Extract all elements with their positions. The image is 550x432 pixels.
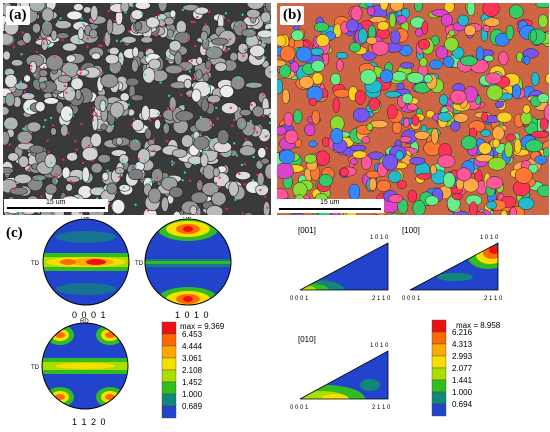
ipf-triangle-001: [001] 1 0 1 0 0 0 0 1 2 1 1 0 xyxy=(290,226,391,302)
ipf-100-right-label: 2 1 1 0 xyxy=(484,296,503,302)
pole-figure-legend: max = 9.369 6.453 4.444 3.061 2.108 1.452 1.0… xyxy=(161,321,225,419)
pole-index-1010: 1 0 1 0 xyxy=(175,310,210,320)
pf-legend-level-3: 2.108 xyxy=(182,366,203,375)
pf-legend-level-4: 1.452 xyxy=(182,378,203,387)
scale-bar-a: 15 um xyxy=(4,199,108,212)
ipf-legend-swatch-0 xyxy=(431,319,447,333)
ipf-triangle-100: [100] 1 0 1 0 0 0 0 1 2 1 1 0 xyxy=(402,226,503,302)
pf-legend-level-1: 4.444 xyxy=(182,342,203,351)
pf-legend-swatch-1 xyxy=(161,333,177,347)
ipf-100-top-label: 1 0 1 0 xyxy=(480,235,499,241)
pf-legend-swatch-4 xyxy=(161,369,177,383)
ebsd-map-b xyxy=(276,2,550,216)
rd-label-1120: RD xyxy=(80,319,89,325)
pf-legend-max: max = 9.369 xyxy=(180,322,225,331)
scale-bar-line-b xyxy=(279,208,381,210)
pf-legend-swatch-7 xyxy=(161,405,177,419)
pole-index-0001: 0 0 0 1 xyxy=(72,310,107,320)
pole-figure-1010: RD TD 1 0 1 0 xyxy=(135,217,232,320)
panel-label-c: (c) xyxy=(6,225,23,241)
ipf-legend-level-6: 0.694 xyxy=(452,400,473,409)
pf-legend-swatch-2 xyxy=(161,345,177,359)
ipf-legend-level-5: 1.000 xyxy=(452,388,473,397)
ipf-legend-level-2: 2.993 xyxy=(452,352,473,361)
ipf-legend-swatch-1 xyxy=(431,331,447,345)
grain-map-color xyxy=(277,3,549,215)
panel-label-b: (b) xyxy=(280,6,305,25)
ipf-title-100: [100] xyxy=(402,226,420,235)
scale-bar-line-a xyxy=(7,207,105,209)
ipf-triangle-010: [010] 1 0 1 0 0 0 0 1 2 1 1 0 xyxy=(290,335,391,411)
ipf-legend-level-1: 4.313 xyxy=(452,340,473,349)
ipf-legend-swatch-3 xyxy=(431,355,447,369)
pole-figure-0001: RD TD 0 0 0 1 xyxy=(31,217,130,320)
rd-label-1010: RD xyxy=(183,217,192,220)
ipf-legend: max = 8.958 6.216 4.313 2.993 2.077 1.441 1.0… xyxy=(431,319,501,417)
ipf-legend-swatch-2 xyxy=(431,343,447,357)
rd-label-0001: RD xyxy=(81,217,90,220)
ipf-title-001: [001] xyxy=(298,226,316,235)
ipf-010-top-label: 1 0 1 0 xyxy=(370,343,389,349)
pole-figure-1120: RD TD 1 1 2 0 xyxy=(31,319,129,427)
panel-label-a: (a) xyxy=(6,6,30,25)
ipf-title-010: [010] xyxy=(298,335,316,344)
pf-legend-level-6: 0.689 xyxy=(182,402,203,411)
microstructure-image-a xyxy=(2,2,272,216)
pole-index-1120: 1 1 2 0 xyxy=(72,417,107,427)
scale-bar-label-b: 15 um xyxy=(320,199,340,206)
pf-legend-swatch-0 xyxy=(161,321,177,335)
td-label-0001: TD xyxy=(31,261,40,267)
scale-bar-label-a: 15 um xyxy=(46,199,66,206)
pf-legend-level-2: 3.061 xyxy=(182,354,203,363)
pf-legend-level-5: 1.000 xyxy=(182,390,203,399)
ipf-010-left-label: 0 0 0 1 xyxy=(290,405,309,411)
td-label-1010: TD xyxy=(135,261,144,267)
scale-bar-b: 15 um xyxy=(276,199,384,213)
pf-legend-swatch-3 xyxy=(161,357,177,371)
ipf-legend-swatch-7 xyxy=(431,403,447,417)
ipf-legend-max: max = 8.958 xyxy=(456,321,501,330)
ipf-001-top-label: 1 0 1 0 xyxy=(370,235,389,241)
pf-legend-swatch-5 xyxy=(161,381,177,395)
pf-legend-swatch-6 xyxy=(161,393,177,407)
texture-figure-c: (c) RD TD 0 0 0 1 xyxy=(6,217,503,427)
td-label-1120: TD xyxy=(31,365,40,371)
ipf-legend-level-4: 1.441 xyxy=(452,376,473,385)
ipf-001-right-label: 2 1 1 0 xyxy=(372,296,391,302)
pf-legend-level-0: 6.453 xyxy=(182,330,203,339)
ipf-legend-swatch-6 xyxy=(431,391,447,405)
ipf-legend-swatch-5 xyxy=(431,379,447,393)
ipf-010-right-label: 2 1 1 0 xyxy=(372,405,391,411)
grain-map-grayscale xyxy=(3,3,271,215)
ipf-001-left-label: 0 0 0 1 xyxy=(290,296,309,302)
ipf-100-left-label: 0 0 0 1 xyxy=(402,296,421,302)
ipf-legend-level-0: 6.216 xyxy=(452,328,473,337)
ipf-legend-level-3: 2.077 xyxy=(452,364,473,373)
ipf-legend-swatch-4 xyxy=(431,367,447,381)
